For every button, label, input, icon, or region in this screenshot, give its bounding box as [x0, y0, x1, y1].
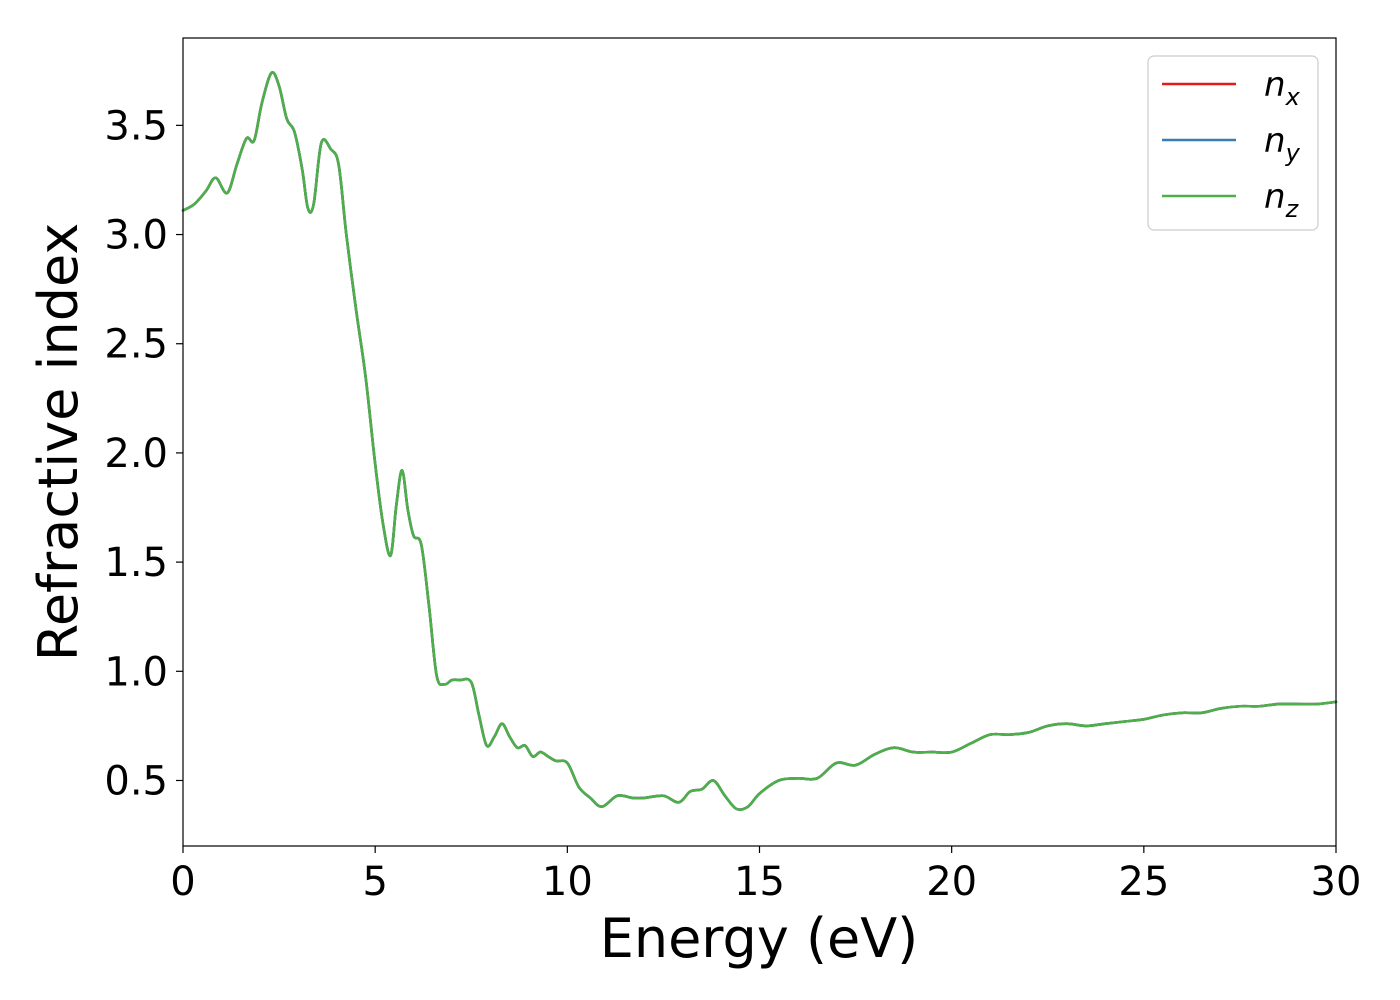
legend-label-nz: nz: [1264, 177, 1300, 223]
y-tick-label: 2.5: [104, 322, 168, 368]
legend-symbol: n: [1264, 121, 1286, 161]
legend-box: [1147, 55, 1319, 231]
legend-subscript: x: [1285, 83, 1301, 111]
legend-symbol: n: [1264, 177, 1286, 217]
x-tick-label: 0: [170, 859, 195, 905]
y-axis-title: Refractive index: [27, 223, 90, 662]
legend-symbol: n: [1264, 65, 1286, 105]
y-tick-label: 2.0: [104, 431, 168, 477]
legend-subscript: y: [1285, 139, 1301, 167]
x-tick-label: 5: [362, 859, 387, 905]
x-tick-label: 25: [1118, 859, 1169, 905]
y-tick-label: 1.5: [104, 540, 168, 586]
legend-label-nx: nx: [1264, 65, 1301, 111]
y-axis-ticks: 0.5 1.0 1.5 2.0 2.5 3.0 3.5: [104, 103, 183, 804]
x-tick-label: 10: [542, 859, 593, 905]
legend-label-ny: ny: [1264, 121, 1301, 167]
series-layer: [181, 71, 1338, 811]
legend-subscript: z: [1285, 195, 1300, 223]
x-tick-label: 15: [734, 859, 785, 905]
y-tick-label: 3.5: [104, 103, 168, 149]
x-axis-ticks: 0 5 10 15 20 25 30: [170, 846, 1361, 905]
y-tick-label: 3.0: [104, 213, 168, 259]
x-tick-label: 30: [1311, 859, 1362, 905]
y-tick-label: 0.5: [104, 758, 168, 804]
x-tick-label: 20: [926, 859, 977, 905]
series-line-nz: [181, 71, 1338, 811]
y-tick-label: 1.0: [104, 649, 168, 695]
x-axis-title: Energy (eV): [600, 907, 919, 970]
